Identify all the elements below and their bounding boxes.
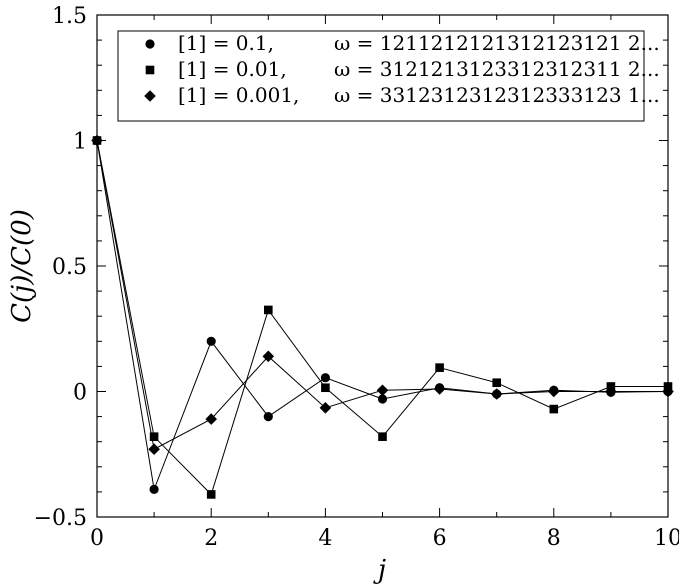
legend-prob-square: [1] = 0.01, [178,57,287,81]
data-point-diamond [490,388,503,400]
data-point-square [378,432,387,441]
data-point-circle [206,336,216,346]
data-point-circle [149,484,159,494]
data-point-circle [377,394,388,404]
legend-omega-diamond: ω = 3312312312312333123 1... [334,83,660,107]
legend-omega-square: ω = 3121213123312312311 2... [334,57,660,81]
y-tick-label: 0 [73,381,87,406]
x-tick-label: 10 [654,526,679,551]
data-point-diamond [205,413,217,425]
data-point-diamond [91,134,103,147]
axis-ticks [96,14,669,518]
legend-prob-circle: [1] = 0.1, [178,31,274,55]
x-tick-label: 0 [90,526,104,551]
data-point-diamond [548,385,560,398]
x-tick-label: 8 [547,526,561,551]
x-axis-label: j [373,555,386,584]
x-tick-label: 6 [433,526,447,551]
x-tick-label: 4 [318,526,332,551]
legend: [1] = 0.1, ω = 1211212121312123121 2... [1… [117,30,660,122]
data-point-square [149,432,159,441]
series-line-square [96,140,668,496]
y-tick-label: 0.5 [52,255,87,280]
data-point-diamond [662,385,674,398]
legend-omega-circle: ω = 1211212121312123121 2... [334,31,660,55]
y-tick-label: −0.5 [34,506,87,531]
legend-marker-square [145,65,155,75]
legend-marker-circle [145,39,155,49]
data-point-diamond [148,443,160,456]
data-point-diamond [319,402,332,414]
tick-labels: 0 2 4 6 8 10−0.500.511.5 [34,4,679,551]
y-tick-label: 1.5 [52,4,87,29]
data-point-diamond [433,383,446,395]
data-point-diamond [262,350,275,363]
data-point-square [549,404,559,414]
series-lines [96,140,669,496]
data-point-diamond [376,384,389,397]
y-axis-label: C(j)/C(0) [7,209,37,323]
series-markers [91,134,674,499]
data-point-square [435,363,444,372]
x-tick-label: 2 [204,526,218,551]
data-point-square [321,383,330,393]
legend-marker-diamond [144,90,156,102]
data-point-square [206,490,216,499]
data-point-square [264,305,273,315]
legend-box [117,30,645,122]
y-tick-label: 1 [73,130,87,155]
data-point-diamond [605,385,617,398]
data-point-square [492,378,501,388]
data-point-circle [263,412,273,422]
legend-prob-diamond: [1] = 0.001, [178,83,299,107]
data-point-circle [320,373,330,383]
